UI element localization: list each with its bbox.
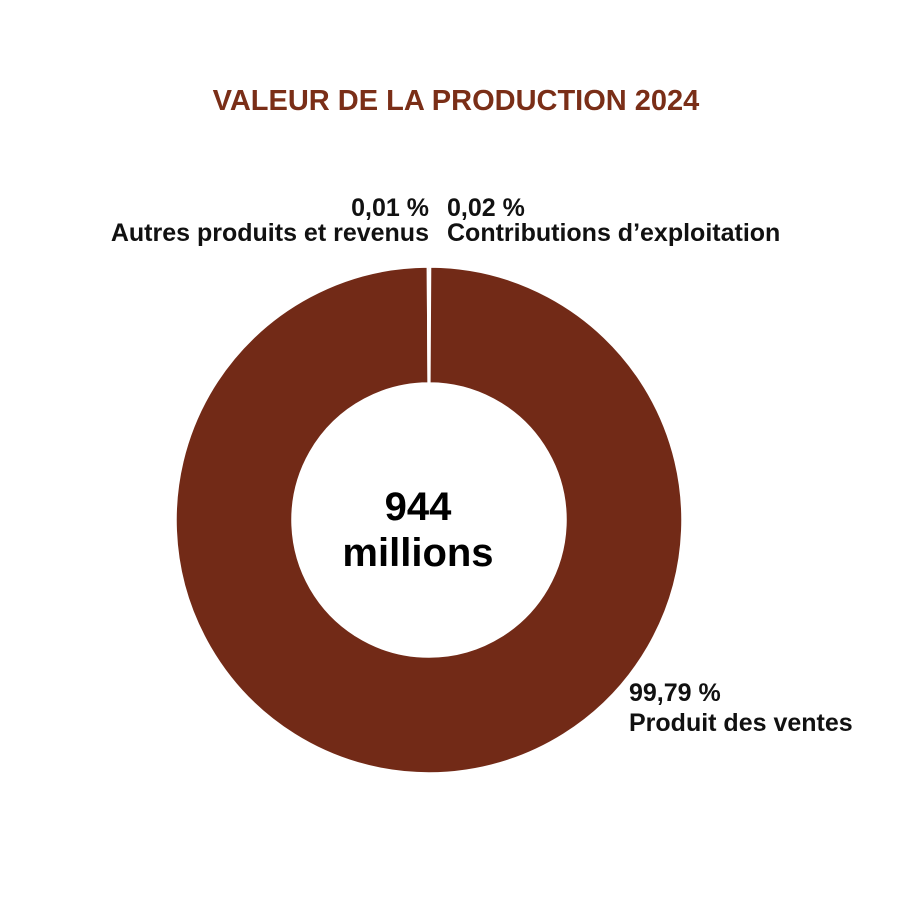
center-unit: millions — [342, 531, 493, 575]
slice-label-ventes-name: Produit des ventes — [629, 709, 853, 737]
slice-label-autres-pct: 0,01 % — [351, 194, 429, 222]
slice-produit-des-ventes — [175, 266, 683, 774]
slice-label-contributions-name: Contributions d’exploitation — [447, 219, 780, 247]
center-value: 944 — [385, 485, 452, 529]
chart-title: VALEUR DE LA PRODUCTION 2024 — [213, 85, 700, 117]
slice-autres-produits — [426, 266, 430, 384]
slice-label-contributions-pct: 0,02 % — [447, 194, 525, 222]
slices-group — [175, 266, 683, 774]
slice-label-autres-name: Autres produits et revenus — [111, 219, 429, 247]
slice-label-ventes-pct: 99,79 % — [629, 679, 721, 707]
